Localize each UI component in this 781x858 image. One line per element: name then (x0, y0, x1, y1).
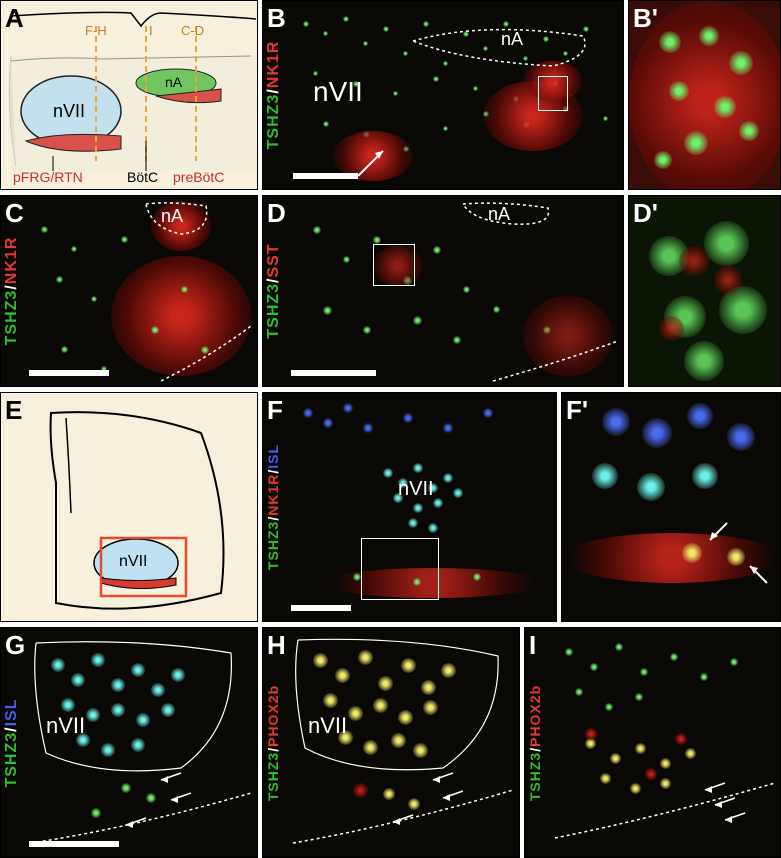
panel-d-na: nA (488, 204, 510, 225)
panel-b-scalebar (293, 173, 358, 179)
panel-f: F TSHZ3/NK1R/ISL (262, 392, 557, 622)
panel-dprime-label: D' (633, 198, 658, 229)
panel-e-svg (1, 393, 258, 622)
panel-a-pfrg: pFRG/RTN (13, 169, 83, 185)
panel-h: H TSHZ3/PHOX2b nVII (262, 627, 520, 858)
panel-e: E nVII (0, 392, 258, 622)
f-tshz3: TSHZ3 (265, 521, 281, 570)
h-arrow1 (428, 768, 456, 788)
h-arrow2 (438, 786, 466, 806)
panel-f-roi (361, 538, 439, 600)
f-nk1r: NK1R (265, 474, 281, 516)
g-arrow2 (166, 788, 194, 808)
fprime-arrow2 (742, 558, 772, 588)
f-isl: ISL (265, 444, 281, 469)
panel-c: C TSHZ3/NK1R nA (0, 195, 258, 387)
panel-d-scalebar (291, 370, 376, 376)
panel-a-i: I (149, 23, 153, 38)
d-outline (263, 196, 624, 387)
panel-f-nvii: nVII (398, 478, 434, 501)
panel-f-scalebar (291, 605, 351, 611)
h-arrow3 (388, 810, 416, 830)
figure-root: A F-H I C-D nVII nA pFRG/RTN BötC preBöt… (0, 0, 781, 858)
panel-a-label: A (5, 3, 24, 34)
panel-b-roi (538, 76, 568, 111)
panel-e-nvii: nVII (119, 553, 147, 571)
panel-fprime-label: F' (566, 395, 588, 426)
f-sep1: / (265, 516, 281, 521)
panel-dprime: D' (628, 195, 781, 387)
panel-h-nvii: nVII (308, 713, 347, 739)
panel-a-botc: BötC (127, 169, 158, 185)
panel-bprime: B' (628, 0, 781, 190)
panel-a-nvii: nVII (53, 101, 85, 122)
f-sep2: / (265, 469, 281, 474)
panel-i-label: I (529, 630, 536, 661)
panel-i: I TSHZ3/PHOX2b (524, 627, 781, 858)
panel-f-label: F (267, 395, 283, 426)
panel-g-nvii: nVII (46, 713, 85, 739)
g-arrow3 (121, 813, 149, 833)
panel-b-arrow (353, 141, 393, 181)
panel-a-cd: C-D (181, 23, 204, 38)
panel-g-scalebar (29, 841, 119, 847)
panel-fprime: F' (561, 392, 781, 622)
panel-bprime-label: B' (633, 3, 658, 34)
panel-c-label: C (5, 198, 24, 229)
panel-a-svg (1, 1, 258, 190)
panel-d-label: D (267, 198, 286, 229)
panel-c-na: nA (161, 206, 183, 227)
panel-b-nvii: nVII (313, 76, 363, 108)
fprime-arrow1 (702, 518, 732, 548)
i-arrow3 (720, 808, 748, 828)
panel-c-scalebar (29, 370, 109, 376)
panel-g: G TSHZ3/ISL nVII (0, 627, 258, 858)
panel-b: B TSHZ3/NK1R (262, 0, 624, 190)
c-outline (1, 196, 258, 387)
panel-b-label: B (267, 3, 286, 34)
panel-a-prebotc: preBötC (173, 169, 224, 185)
panel-e-label: E (5, 395, 22, 426)
panel-d: D TSHZ3/SST nA (262, 195, 624, 387)
panel-f-axis: TSHZ3/NK1R/ISL (265, 444, 281, 570)
panel-d-roi (373, 244, 415, 286)
panel-a-fh: F-H (85, 23, 107, 38)
g-arrow1 (156, 768, 184, 788)
panel-a-na: nA (165, 74, 182, 90)
panel-h-label: H (267, 630, 286, 661)
panel-b-na: nA (501, 29, 523, 50)
panel-a: A F-H I C-D nVII nA pFRG/RTN BötC preBöt… (0, 0, 258, 190)
panel-g-label: G (5, 630, 25, 661)
